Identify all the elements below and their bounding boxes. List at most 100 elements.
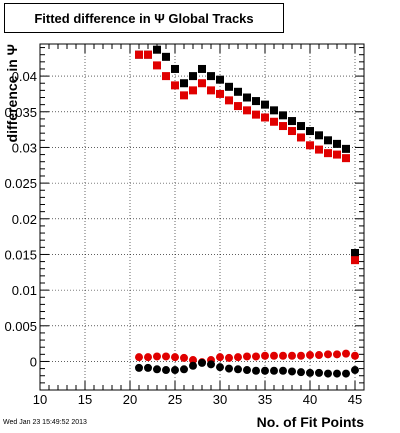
data-point-square [315, 145, 323, 154]
grid-lines [39, 44, 364, 390]
data-point-square [279, 111, 287, 120]
data-point-circle [162, 352, 170, 361]
x-axis-label: No. of Fit Points [257, 414, 365, 430]
x-tick-label: 45 [348, 392, 362, 407]
data-point-circle [144, 353, 152, 362]
data-point-circle [333, 350, 341, 359]
data-point-circle [252, 352, 260, 361]
data-points [135, 45, 359, 378]
data-point-square [261, 100, 269, 109]
data-point-square [279, 122, 287, 131]
data-point-circle [135, 363, 143, 372]
data-point-circle [171, 353, 179, 362]
data-point-circle [243, 366, 251, 375]
data-point-square [288, 117, 296, 126]
data-point-circle [153, 365, 161, 374]
tick-marks [39, 44, 365, 391]
x-tick-label: 30 [213, 392, 227, 407]
data-point-circle [225, 364, 233, 373]
data-point-circle [306, 368, 314, 377]
data-point-circle [315, 351, 323, 360]
data-point-circle [324, 369, 332, 378]
data-point-square [198, 79, 206, 88]
data-point-square [261, 113, 269, 122]
data-point-circle [261, 366, 269, 375]
data-point-circle [153, 352, 161, 361]
data-point-square [162, 72, 170, 81]
data-point-circle [171, 366, 179, 375]
data-point-circle [324, 350, 332, 359]
data-point-circle [234, 365, 242, 374]
data-point-circle [333, 369, 341, 378]
data-point-square [306, 141, 314, 150]
y-tick-label: 0.01 [12, 283, 37, 298]
data-point-circle [207, 360, 215, 369]
data-point-square [189, 72, 197, 81]
data-point-square [252, 97, 260, 106]
data-point-circle [342, 349, 350, 358]
data-point-square [297, 133, 305, 142]
y-axis-label: difference in Ψ [4, 44, 20, 142]
data-point-circle [351, 366, 359, 375]
data-point-square [252, 110, 260, 119]
data-point-circle [198, 358, 206, 367]
footer-date: Wed Jan 23 15:49:52 2013 [3, 419, 87, 426]
data-point-circle [297, 351, 305, 360]
y-tick-label: 0.005 [4, 319, 37, 334]
data-point-square [225, 96, 233, 105]
y-tick-label: 0.02 [12, 212, 37, 227]
x-tick-label: 25 [168, 392, 182, 407]
data-point-square [315, 131, 323, 140]
data-point-square [207, 72, 215, 81]
data-point-circle [351, 351, 359, 360]
data-point-square [171, 64, 179, 73]
data-point-square [216, 89, 224, 98]
tick-labels: 10 15 20 25 30 35 40 45 0 0.005 0.01 0.015 0.02 0.025… [4, 69, 362, 407]
data-point-circle [135, 353, 143, 362]
y-tick-label: 0.025 [4, 176, 37, 191]
data-point-square [225, 82, 233, 91]
data-point-square [333, 139, 341, 148]
data-point-circle [288, 351, 296, 360]
data-point-square [270, 106, 278, 115]
chart-title: Fitted difference in Ψ Global Tracks [34, 10, 254, 26]
data-point-circle [279, 351, 287, 360]
x-tick-label: 10 [33, 392, 47, 407]
data-point-square [288, 127, 296, 136]
data-point-square [135, 50, 143, 59]
y-tick-label: 0.03 [12, 140, 37, 155]
data-point-square [171, 81, 179, 90]
data-point-square [243, 106, 251, 115]
data-point-square [144, 50, 152, 59]
y-tick-label: 0.015 [4, 247, 37, 262]
data-point-circle [243, 352, 251, 361]
data-point-square [234, 102, 242, 111]
data-point-circle [297, 368, 305, 377]
data-point-square [153, 45, 161, 54]
data-point-square [243, 93, 251, 102]
data-point-square [351, 256, 359, 265]
data-point-circle [315, 368, 323, 377]
data-point-square [351, 249, 359, 258]
data-point-circle [216, 353, 224, 362]
data-point-circle [270, 351, 278, 360]
plot-frame [39, 43, 365, 391]
data-point-square [333, 150, 341, 159]
data-point-square [198, 64, 206, 73]
data-point-square [324, 149, 332, 158]
x-tick-label: 15 [78, 392, 92, 407]
y-tick-label: 0.035 [4, 105, 37, 120]
data-point-square [342, 144, 350, 153]
axes [39, 43, 365, 391]
data-point-circle [144, 363, 152, 372]
data-point-circle [225, 353, 233, 362]
data-point-circle [162, 366, 170, 375]
data-point-circle [189, 356, 197, 365]
data-point-circle [252, 366, 260, 375]
data-point-square [306, 127, 314, 136]
data-point-square [297, 122, 305, 131]
data-point-circle [279, 366, 287, 375]
data-point-circle [216, 363, 224, 372]
data-point-square [216, 75, 224, 84]
